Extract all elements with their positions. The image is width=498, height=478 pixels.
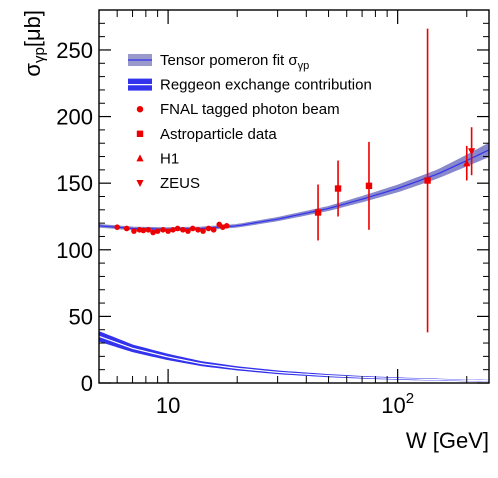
data-point-circle <box>195 227 201 233</box>
y-axis-label: σγp[μb] <box>20 10 48 77</box>
x-tick-label-exponent: 2 <box>406 390 414 407</box>
data-point-square <box>365 182 373 190</box>
legend: Tensor pomeron fit σγp Reggeon exchange c… <box>128 52 372 192</box>
y-tick-label: 100 <box>56 238 93 263</box>
legend-label-text: Reggeon exchange contribution <box>160 77 372 94</box>
data-point-circle <box>210 227 217 233</box>
y-axis-label-main: σ <box>20 63 45 77</box>
data-point-circle <box>150 229 156 236</box>
data-point-circle <box>189 225 196 232</box>
data-point-triangle-down <box>468 148 476 156</box>
y-tick-label: 200 <box>56 105 93 130</box>
x-tick-label: 102 <box>381 390 414 418</box>
data-point-circle <box>131 228 137 234</box>
data-point-triangle-up <box>463 159 471 167</box>
data-point-circle <box>154 228 161 234</box>
data-point-circle <box>114 224 120 230</box>
band-1 <box>99 331 489 382</box>
legend-label: Astroparticle data <box>160 126 277 143</box>
data-point-circle <box>140 227 147 234</box>
data-point-circle <box>200 228 206 234</box>
data-point-circle <box>165 228 171 234</box>
data-point-circle <box>123 225 130 232</box>
y-axis-label-sub: γp <box>31 47 48 63</box>
legend-label: Tensor pomeron fit σγp <box>160 52 309 72</box>
legend-label: H1 <box>160 150 179 167</box>
data-point-circle <box>160 227 166 233</box>
band-center-line-1 <box>99 335 489 382</box>
legend-label-text: Tensor pomeron fit σ <box>160 52 298 69</box>
data-point-square <box>314 209 322 216</box>
data-point-square <box>334 185 342 192</box>
band-0 <box>99 142 489 231</box>
y-tick-label: 250 <box>56 38 93 63</box>
data-point-circle <box>185 228 191 234</box>
data-point-square <box>424 177 431 184</box>
legend-label-subscript: γp <box>298 60 310 72</box>
x-tick-label: 10 <box>156 393 180 418</box>
x-tick-label-base: 10 <box>156 393 180 418</box>
data-point-circle <box>205 225 212 232</box>
legend-marker-square <box>136 130 144 137</box>
y-tick-label: 0 <box>81 371 93 396</box>
legend-label-text: H1 <box>160 150 179 167</box>
legend-label: FNAL tagged photon beam <box>160 101 340 118</box>
data-point-circle <box>145 227 152 233</box>
legend-marker-triangle-down <box>136 180 144 187</box>
data-point-circle <box>223 223 230 229</box>
legend-label-text: ZEUS <box>160 175 200 192</box>
legend-label-text: Astroparticle data <box>160 126 277 143</box>
x-tick-label-base: 10 <box>381 393 405 418</box>
y-tick-label: 50 <box>69 304 93 329</box>
legend-label: Reggeon exchange contribution <box>160 77 372 94</box>
legend-label: ZEUS <box>160 175 200 192</box>
data-points <box>114 28 476 333</box>
data-point-circle <box>180 227 186 233</box>
legend-marker-circle <box>136 106 144 113</box>
data-point-circle <box>170 227 176 233</box>
y-axis-label-unit: [μb] <box>20 10 45 47</box>
legend-label-text: FNAL tagged photon beam <box>160 101 340 118</box>
data-point-circle <box>174 225 181 232</box>
x-axis-label: W [GeV] <box>406 428 489 453</box>
y-tick-label: 150 <box>56 171 93 196</box>
legend-marker-triangle-up <box>136 154 144 162</box>
